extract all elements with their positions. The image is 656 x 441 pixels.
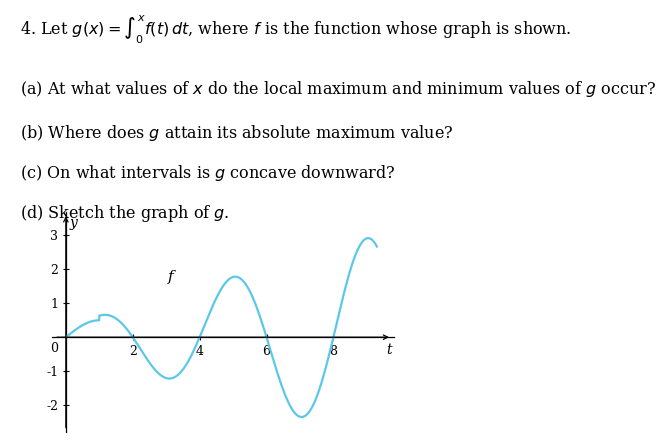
Text: 0: 0 [51,342,58,355]
Text: (c) On what intervals is $g$ concave downward?: (c) On what intervals is $g$ concave dow… [20,163,396,183]
Text: t: t [386,343,392,357]
Text: 4. Let $g(x) = \int_0^x f(t)\,dt$, where $f$ is the function whose graph is show: 4. Let $g(x) = \int_0^x f(t)\,dt$, where… [20,13,571,45]
Text: (a) At what values of $x$ do the local maximum and minimum values of $g$ occur?: (a) At what values of $x$ do the local m… [20,79,656,99]
Text: (d) Sketch the graph of $g$.: (d) Sketch the graph of $g$. [20,203,229,224]
Text: (b) Where does $g$ attain its absolute maximum value?: (b) Where does $g$ attain its absolute m… [20,123,453,143]
Text: y: y [70,216,78,230]
Text: f: f [168,270,173,284]
